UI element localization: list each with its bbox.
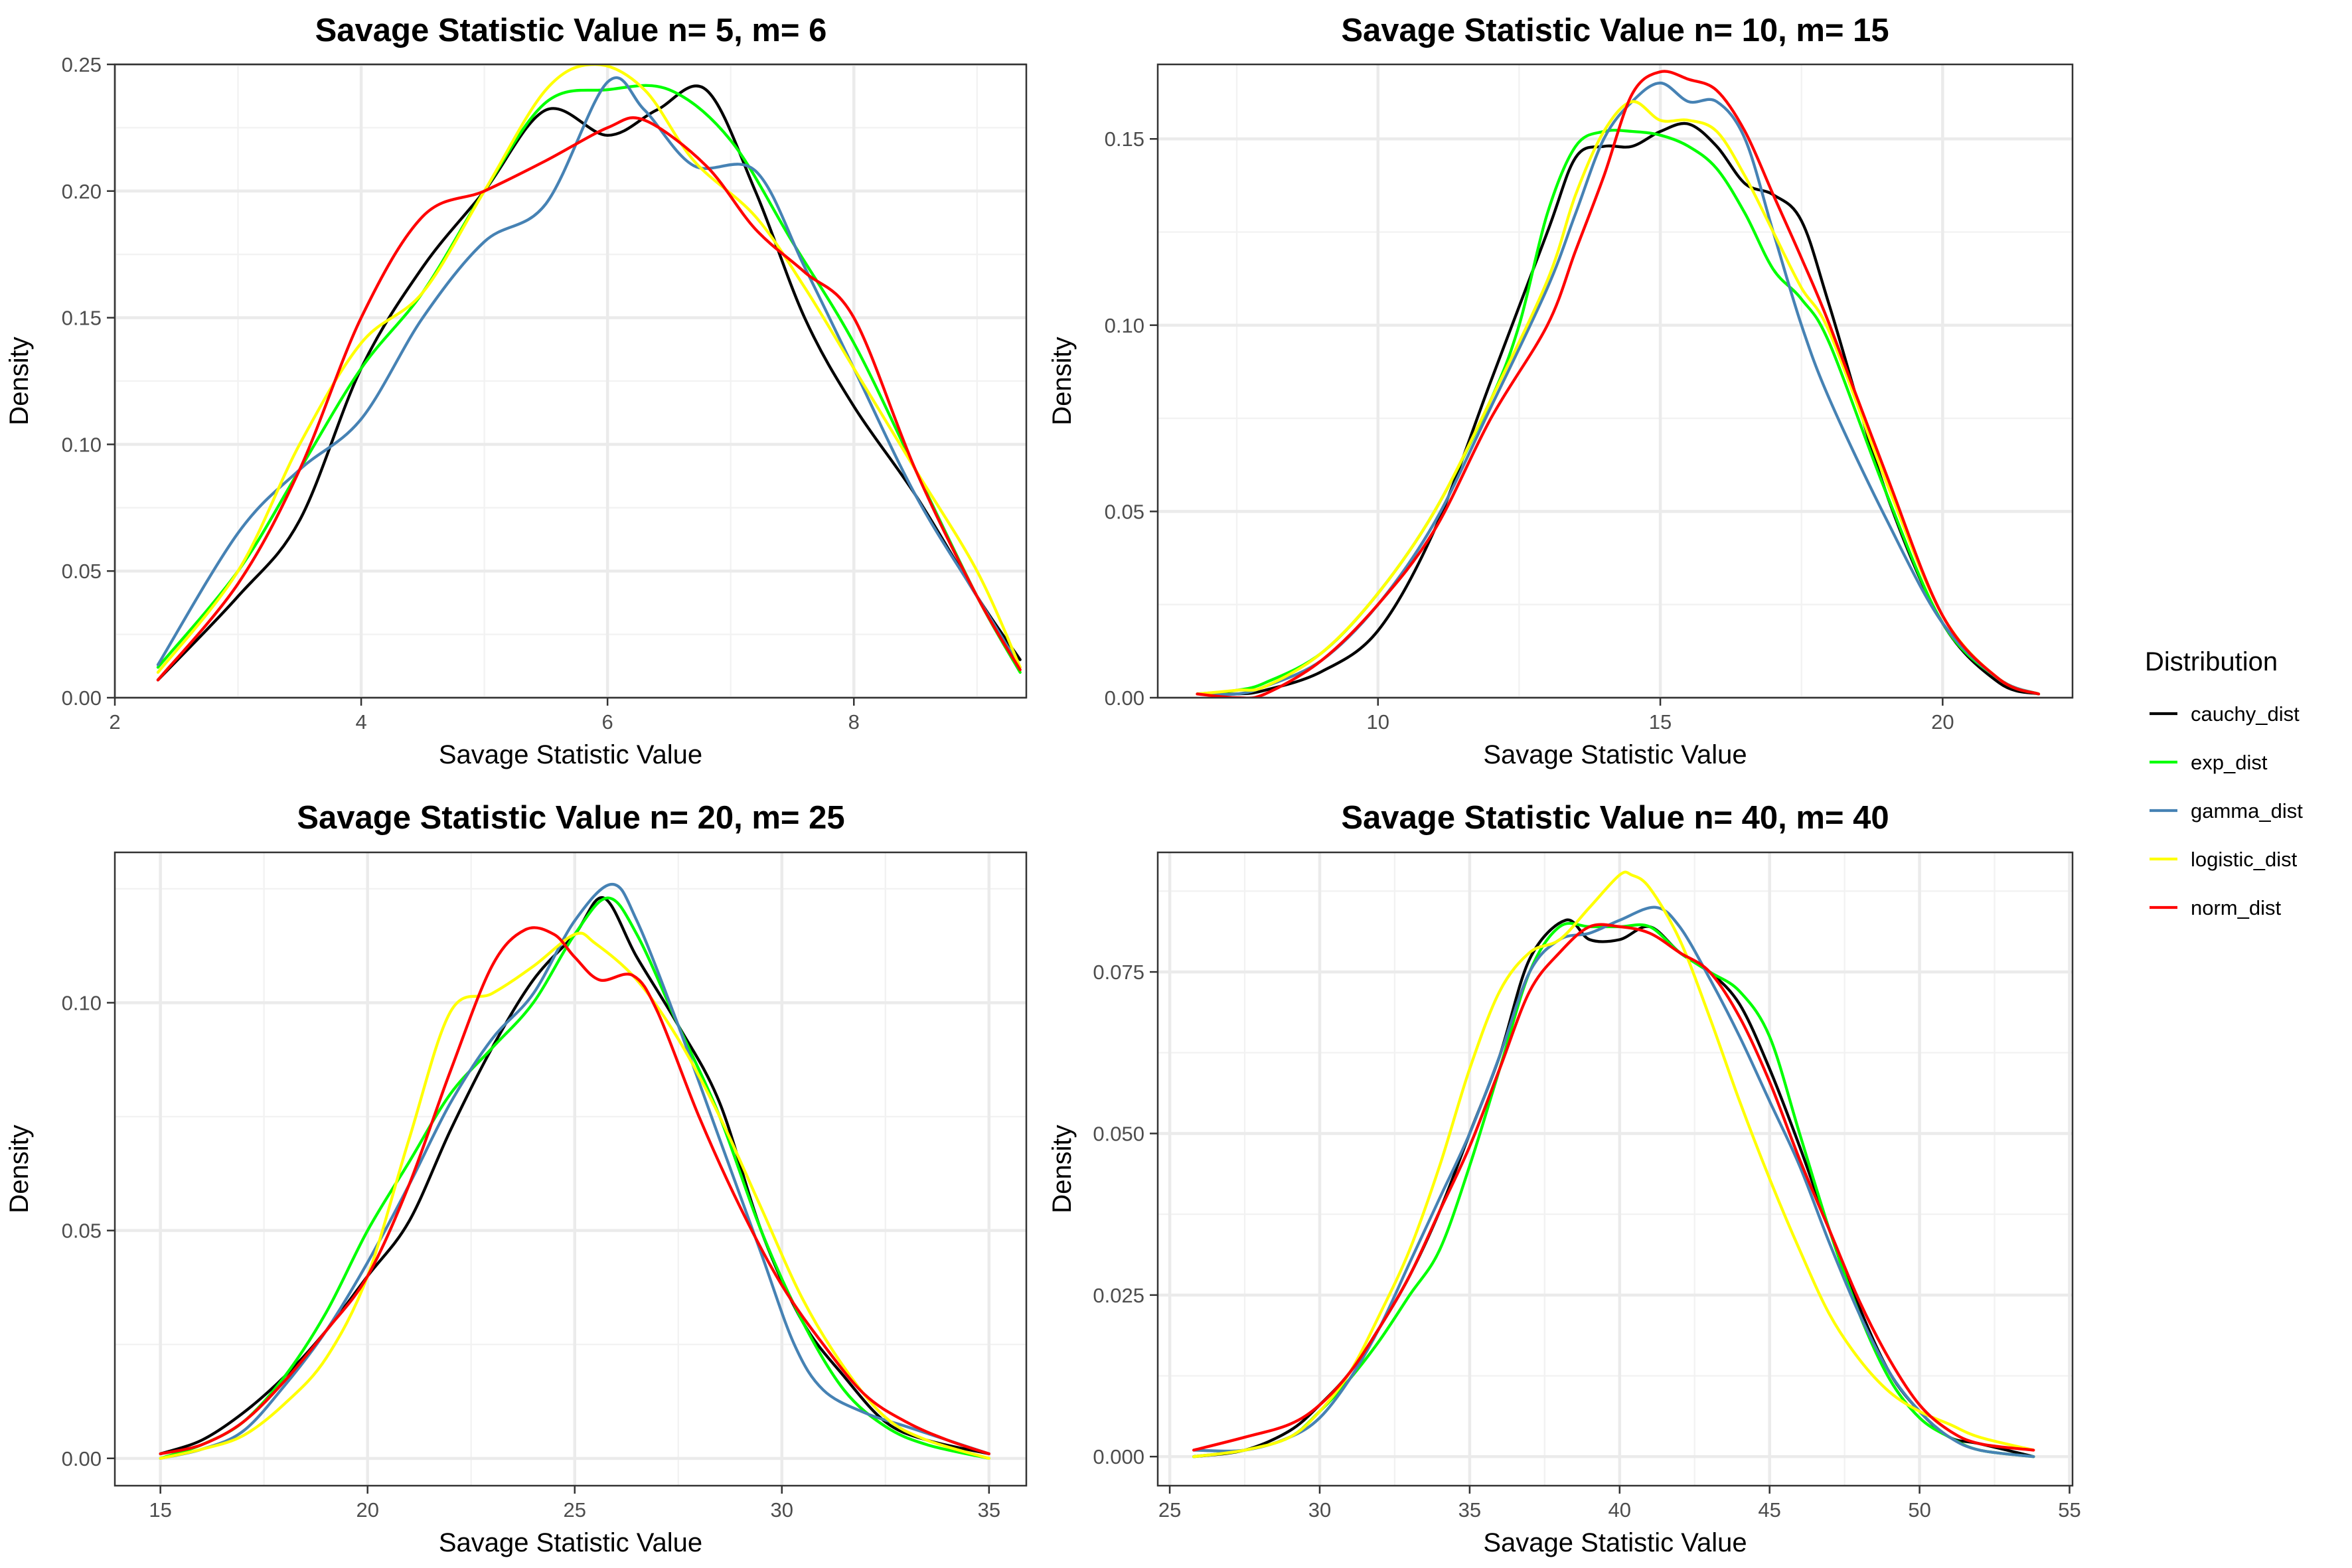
x-tick-label: 30 — [771, 1498, 793, 1522]
x-tick-label: 15 — [1649, 710, 1672, 734]
x-tick-label: 40 — [1608, 1498, 1631, 1522]
series-line-logistic-dist — [156, 64, 1022, 674]
grid — [1158, 852, 2073, 1486]
panel-title: Savage Statistic Value n= 40, m= 40 — [1341, 800, 1889, 836]
y-axis-title: Density — [5, 1125, 34, 1213]
panel-2: 10 15 20 0.00 0.05 0.10 0.15 Savage Statistic V… — [1048, 13, 2074, 769]
legend-label: gamma_dist — [2191, 799, 2303, 823]
x-tick-label: 30 — [1308, 1498, 1331, 1522]
series-line-norm-dist — [156, 116, 1022, 682]
x-tick-label: 55 — [2058, 1498, 2080, 1522]
axes: 15 20 25 30 35 0.00 0.05 0.10 — [62, 991, 1000, 1522]
series-line-exp-dist — [156, 84, 1022, 674]
panels: 2 4 6 8 0.00 0.05 0.10 0.15 0.20 0.25 Savage Stati… — [5, 13, 2081, 1557]
grid — [115, 852, 1026, 1486]
legend-item-norm-dist: norm_dist — [2150, 896, 2281, 919]
y-tick-label: 0.05 — [62, 1219, 102, 1243]
panel-4: 25 30 35 40 45 50 55 0.000 0.025 0.050 0.075 Savage… — [1048, 800, 2081, 1557]
y-tick-label: 0.05 — [62, 560, 102, 583]
x-tick-label: 50 — [1908, 1498, 1930, 1522]
panel-title: Savage Statistic Value n= 20, m= 25 — [297, 800, 844, 836]
x-tick-label: 15 — [149, 1498, 171, 1522]
y-tick-label: 0.10 — [62, 433, 102, 456]
x-tick-label: 20 — [356, 1498, 378, 1522]
legend-label: logistic_dist — [2191, 848, 2298, 871]
plot-area — [115, 852, 1026, 1486]
legend-label: cauchy_dist — [2191, 702, 2300, 726]
y-tick-label: 0.000 — [1093, 1445, 1144, 1468]
y-tick-label: 0.05 — [1105, 500, 1144, 523]
axes: 10 15 20 0.00 0.05 0.10 0.15 — [1105, 127, 1954, 734]
y-tick-label: 0.00 — [62, 1447, 102, 1470]
series-line-logistic-dist — [159, 931, 990, 1460]
series-line-norm-dist — [1196, 70, 2041, 698]
series-line-gamma-dist — [156, 76, 1022, 669]
axes: 2 4 6 8 0.00 0.05 0.10 0.15 0.20 0.25 — [62, 53, 860, 734]
legend-title: Distribution — [2145, 647, 2278, 676]
legend-label: exp_dist — [2191, 751, 2268, 774]
legend-item-cauchy-dist: cauchy_dist — [2150, 702, 2300, 726]
series-group — [1196, 70, 2041, 698]
panel-title: Savage Statistic Value n= 5, m= 6 — [315, 13, 827, 48]
y-tick-label: 0.075 — [1093, 961, 1144, 984]
y-tick-label: 0.10 — [1105, 314, 1144, 337]
series-line-logistic-dist — [1196, 100, 2041, 696]
y-tick-label: 0.15 — [62, 307, 102, 330]
x-axis-title: Savage Statistic Value — [1483, 740, 1747, 769]
y-tick-label: 0.20 — [62, 180, 102, 203]
y-axis-title: Density — [1048, 337, 1077, 425]
x-tick-label: 35 — [1458, 1498, 1481, 1522]
axes: 25 30 35 40 45 50 55 0.000 0.025 0.050 0.075 — [1093, 961, 2080, 1522]
y-tick-label: 0.15 — [1105, 127, 1144, 151]
legend-label: norm_dist — [2191, 896, 2281, 919]
x-tick-label: 2 — [109, 710, 120, 734]
plot-area — [1158, 64, 2073, 698]
x-tick-label: 45 — [1758, 1498, 1780, 1522]
series-line-norm-dist — [1192, 923, 2035, 1452]
y-tick-label: 0.10 — [62, 991, 102, 1014]
plot-area — [1158, 852, 2073, 1486]
x-tick-label: 35 — [978, 1498, 1000, 1522]
y-tick-label: 0.050 — [1093, 1122, 1144, 1145]
x-tick-label: 6 — [602, 710, 613, 734]
y-axis-title: Density — [1048, 1125, 1077, 1213]
series-group — [1192, 870, 2035, 1458]
series-group — [159, 882, 990, 1460]
x-tick-label: 25 — [1158, 1498, 1181, 1522]
panel-3: 15 20 25 30 35 0.00 0.05 0.10 Savage Statistic V… — [5, 800, 1028, 1557]
series-line-logistic-dist — [1192, 870, 2035, 1458]
x-tick-label: 8 — [848, 710, 860, 734]
x-tick-label: 20 — [1931, 710, 1954, 734]
x-axis-title: Savage Statistic Value — [439, 1528, 702, 1557]
series-line-cauchy-dist — [156, 84, 1022, 682]
series-line-norm-dist — [159, 926, 990, 1456]
legend: Distribution cauchy_dist exp_dist gamma_dis… — [2145, 647, 2303, 919]
x-tick-label: 4 — [355, 710, 366, 734]
y-axis-title: Density — [5, 337, 34, 425]
x-axis-title: Savage Statistic Value — [439, 740, 702, 769]
panel-border — [1156, 851, 2074, 1487]
y-tick-label: 0.00 — [1105, 686, 1144, 710]
panel-border — [114, 63, 1028, 699]
series-line-exp-dist — [159, 896, 990, 1460]
series-group — [156, 64, 1022, 682]
panel-1: 2 4 6 8 0.00 0.05 0.10 0.15 0.20 0.25 Savage Stati… — [5, 13, 1028, 769]
y-tick-label: 0.025 — [1093, 1284, 1144, 1307]
panel-title: Savage Statistic Value n= 10, m= 15 — [1341, 13, 1889, 48]
legend-item-gamma-dist: gamma_dist — [2150, 799, 2303, 823]
panel-border — [114, 851, 1028, 1487]
x-tick-label: 10 — [1366, 710, 1389, 734]
y-tick-label: 0.00 — [62, 686, 102, 710]
legend-item-exp-dist: exp_dist — [2150, 751, 2268, 774]
y-tick-label: 0.25 — [62, 53, 102, 76]
legend-item-logistic-dist: logistic_dist — [2150, 848, 2298, 871]
x-tick-label: 25 — [563, 1498, 586, 1522]
panel-border — [1156, 63, 2074, 699]
x-axis-title: Savage Statistic Value — [1483, 1528, 1747, 1557]
